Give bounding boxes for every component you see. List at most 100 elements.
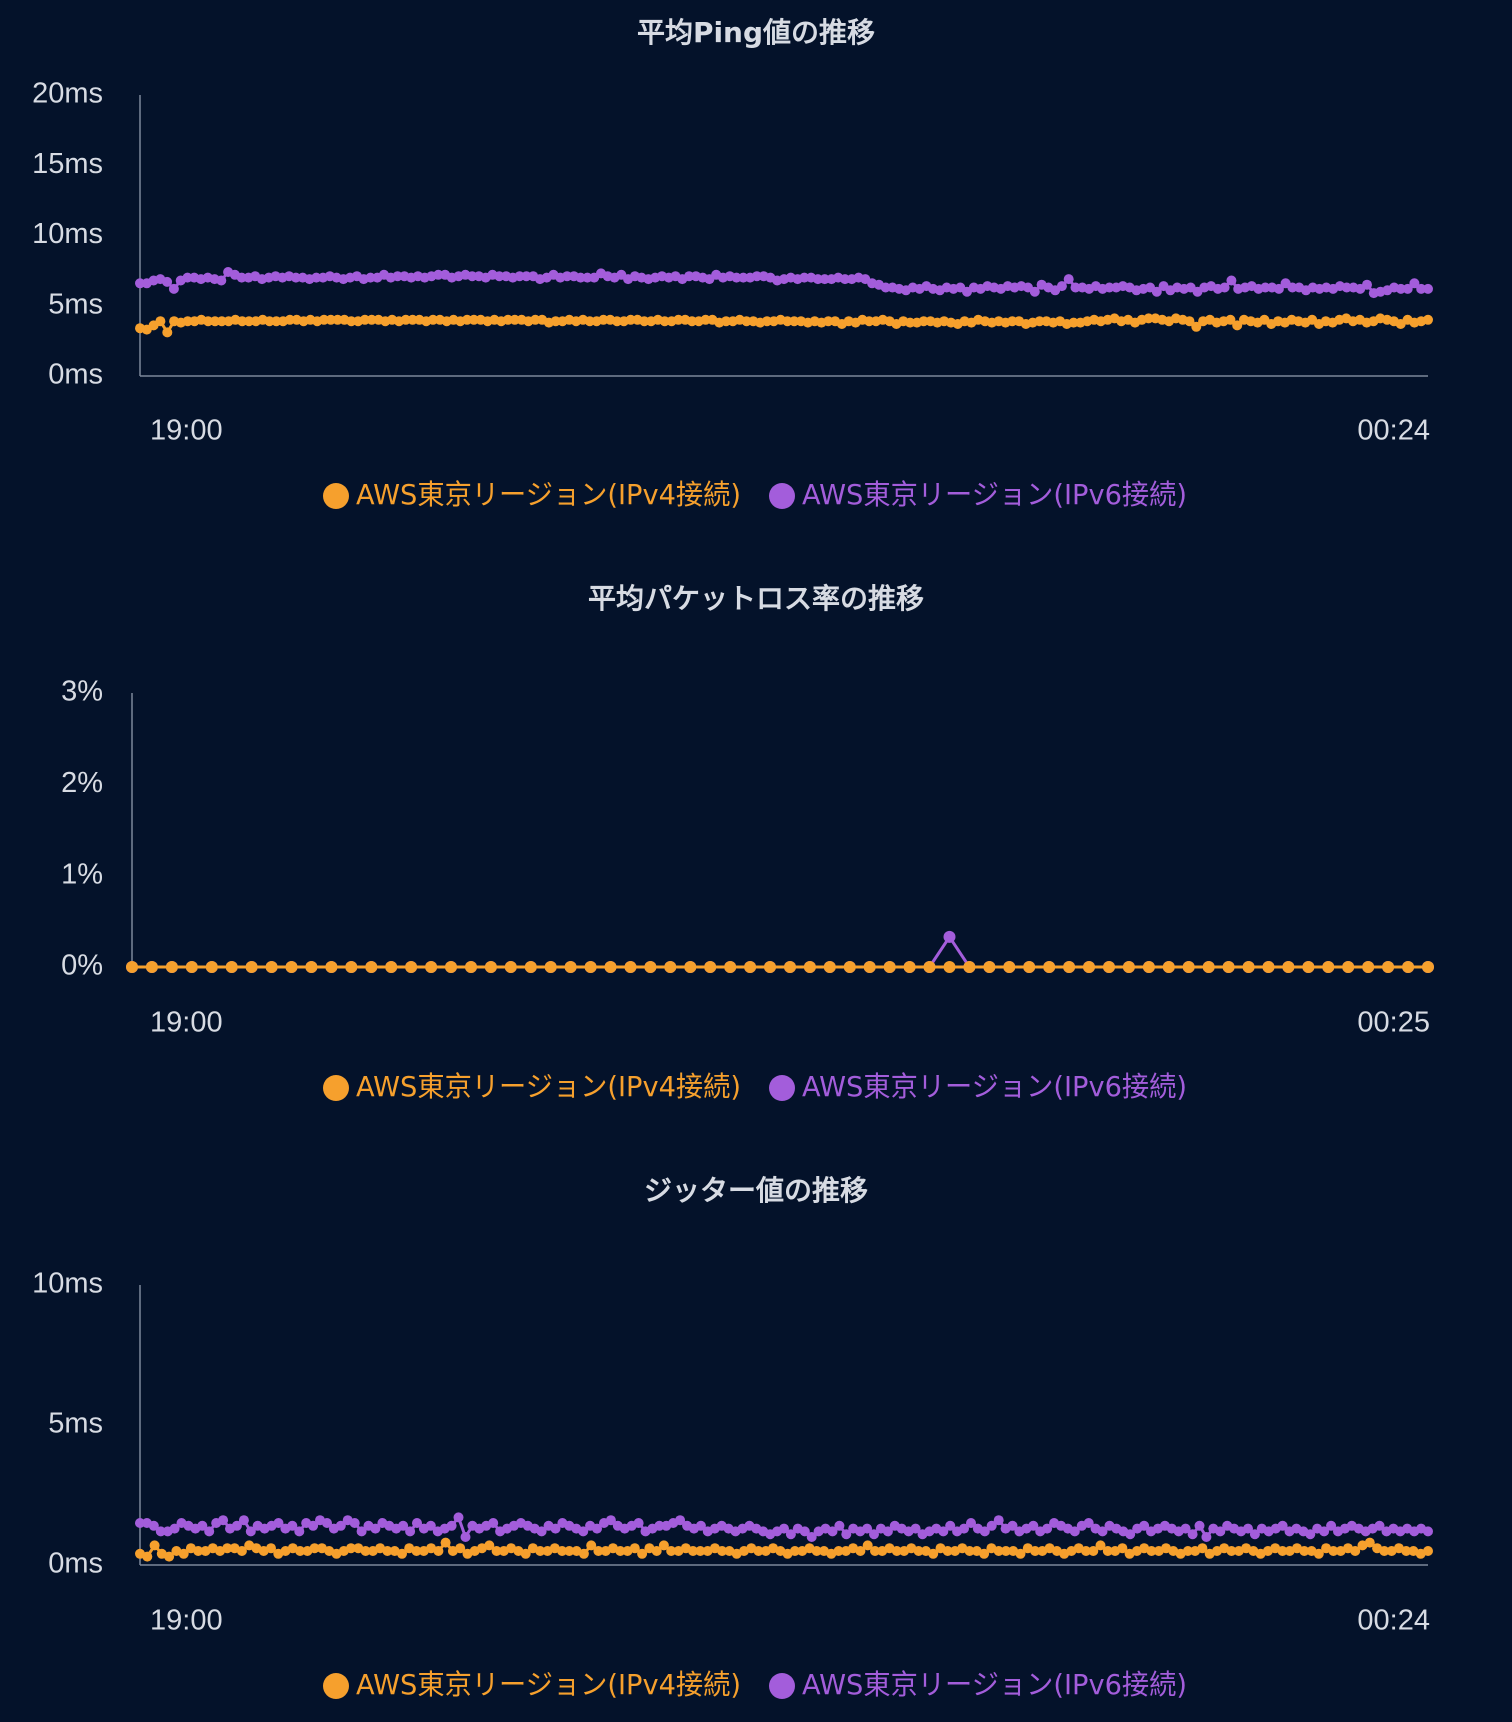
data-point <box>1197 1543 1208 1554</box>
data-point <box>704 961 717 973</box>
data-point <box>148 1520 159 1531</box>
series-line <box>132 935 1428 969</box>
data-point <box>155 316 166 327</box>
data-point <box>433 1546 444 1556</box>
data-point <box>862 1523 873 1534</box>
data-point <box>578 1548 589 1559</box>
legend-item[interactable]: AWS東京リージョン(IPv6接続) <box>769 1070 1187 1103</box>
data-point <box>753 1546 764 1556</box>
data-point <box>536 1526 547 1537</box>
legend-item[interactable]: AWS東京リージョン(IPv4接続) <box>323 1070 741 1103</box>
data-point <box>398 1520 409 1531</box>
data-point <box>564 1546 575 1556</box>
series-ipv6 <box>135 267 1433 299</box>
data-point <box>1302 961 1315 973</box>
legend[interactable]: AWS東京リージョン(IPv4接続) AWS東京リージョン(IPv6接続) <box>323 1070 1187 1103</box>
chart-2: 平均パケットロス率の推移 0% 1% 2% 3% 19:00 00:25 AWS東京リージョン… <box>61 582 1434 1103</box>
data-point <box>266 1543 276 1554</box>
data-point <box>295 1546 306 1556</box>
data-point <box>1043 961 1056 973</box>
legend-item[interactable]: AWS東京リージョン(IPv4接続) <box>323 478 741 511</box>
data-point <box>659 316 670 327</box>
data-point <box>684 961 697 973</box>
data-point <box>1401 1546 1412 1556</box>
legend-marker-icon <box>769 483 795 509</box>
legend-item[interactable]: AWS東京リージョン(IPv6接続) <box>769 1668 1187 1701</box>
data-point <box>724 961 737 973</box>
data-point <box>913 1546 924 1556</box>
data-point <box>564 961 577 973</box>
data-point <box>964 1546 975 1556</box>
data-point <box>245 1526 256 1537</box>
data-point <box>658 1540 669 1551</box>
data-point <box>891 1546 902 1556</box>
y-tick-label: 5ms <box>48 1408 103 1440</box>
data-point <box>1362 961 1375 973</box>
legend-marker-icon <box>323 1075 349 1101</box>
legend-item[interactable]: AWS東京リージョン(IPv6接続) <box>769 478 1187 511</box>
data-point <box>349 1518 360 1528</box>
data-point <box>624 961 637 973</box>
data-point <box>928 1548 939 1559</box>
data-point <box>1262 961 1275 973</box>
data-point <box>1326 1520 1337 1531</box>
data-point <box>218 1515 229 1526</box>
data-point <box>938 1526 949 1537</box>
data-point <box>1088 1546 1099 1556</box>
data-point <box>979 1548 990 1559</box>
data-point <box>1322 961 1335 973</box>
legend-label: AWS東京リージョン(IPv4接続) <box>356 478 741 511</box>
data-point <box>1423 314 1433 325</box>
data-point <box>1402 283 1413 294</box>
data-point <box>1409 278 1420 289</box>
data-point <box>1232 320 1243 331</box>
data-point <box>666 1546 677 1556</box>
data-point <box>308 1520 319 1531</box>
legend[interactable]: AWS東京リージョン(IPv4接続) AWS東京リージョン(IPv6接続) <box>323 1668 1187 1701</box>
x-tick-label: 19:00 <box>150 1007 223 1039</box>
data-point <box>1095 1540 1106 1551</box>
data-point <box>1402 961 1415 973</box>
data-point <box>126 961 138 973</box>
data-point <box>162 276 173 287</box>
x-tick-label: 00:24 <box>1357 1605 1430 1637</box>
data-point <box>465 961 477 973</box>
data-point <box>675 1515 686 1526</box>
data-point <box>963 961 976 973</box>
series-ipv4 <box>135 1537 1433 1562</box>
data-point <box>604 961 617 973</box>
data-point <box>629 1543 640 1554</box>
chart-title: ジッター値の推移 <box>644 1174 868 1207</box>
legend[interactable]: AWS東京リージョン(IPv4接続) AWS東京リージョン(IPv6接続) <box>323 478 1187 511</box>
data-point <box>1028 1520 1039 1531</box>
data-point <box>322 1518 332 1528</box>
legend-item[interactable]: AWS東京リージョン(IPv4接続) <box>323 1668 741 1701</box>
x-tick-label: 19:00 <box>150 1605 223 1637</box>
data-point <box>1422 961 1434 973</box>
y-tick-label: 2% <box>61 767 103 799</box>
data-point <box>651 1546 662 1556</box>
data-point <box>1142 961 1155 973</box>
data-point <box>193 1546 204 1556</box>
data-point <box>1226 1546 1237 1556</box>
data-point <box>744 961 757 973</box>
data-point <box>966 1518 976 1528</box>
data-point <box>168 283 179 294</box>
data-point <box>943 930 956 943</box>
y-tick-label: 15ms <box>32 148 103 180</box>
data-point <box>203 316 214 327</box>
data-point <box>385 961 398 973</box>
data-point <box>870 1546 880 1556</box>
data-point <box>550 1523 561 1534</box>
data-point <box>345 961 358 973</box>
y-tick-label: 10ms <box>32 218 103 250</box>
y-tick-label: 3% <box>61 676 103 708</box>
data-point <box>440 1537 451 1548</box>
data-point <box>1299 1546 1310 1556</box>
data-point <box>165 961 178 973</box>
data-point <box>1242 961 1255 973</box>
data-point <box>265 961 278 973</box>
data-point <box>142 1551 153 1562</box>
data-point <box>1182 1546 1193 1556</box>
data-point <box>346 1543 356 1554</box>
